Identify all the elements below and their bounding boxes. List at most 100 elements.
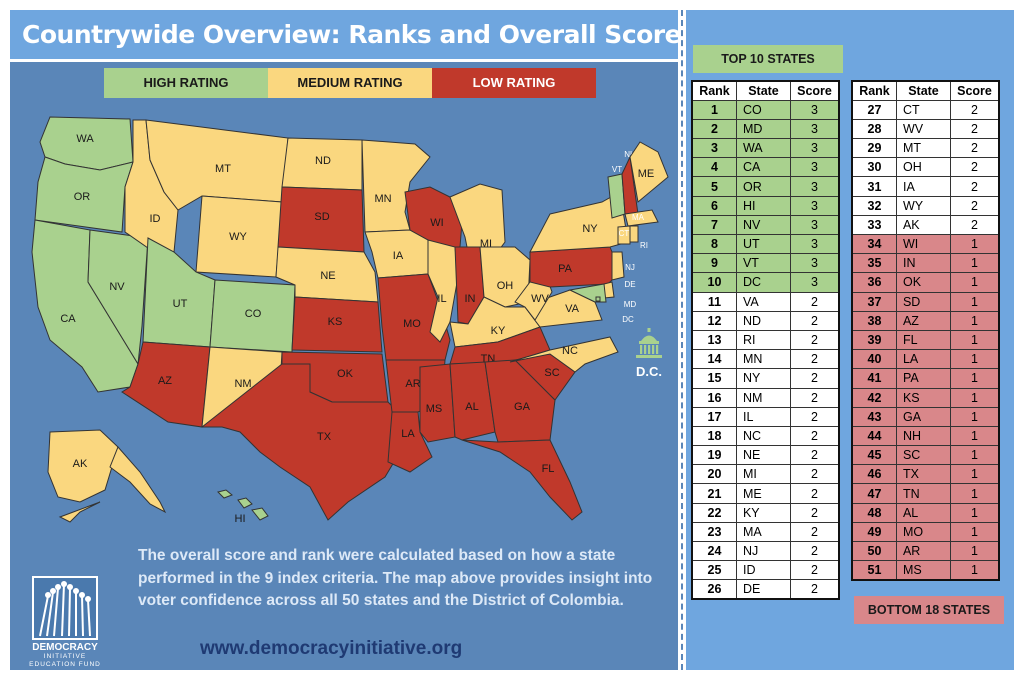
state-cell: IL — [735, 406, 792, 427]
table-row: 19 NE 2 — [691, 445, 840, 466]
state-shape — [237, 497, 253, 509]
logo-name: DEMOCRACY — [32, 642, 98, 653]
rank-cell: 2 — [691, 118, 737, 140]
rankings-panel: TOP 10 STATES Rank State Score 1 CO 3 2 MD 3 3… — [686, 10, 1014, 670]
score-cell: 2 — [790, 368, 840, 389]
rank-cell: 23 — [691, 521, 737, 543]
table-row: 29 MT 2 — [851, 138, 1000, 159]
state-label: AK — [73, 458, 88, 470]
state-cell: NM — [735, 387, 792, 408]
table-row: 33 AK 2 — [851, 214, 1000, 236]
state-cell: NY — [735, 368, 792, 389]
score-cell: 1 — [950, 445, 1000, 466]
state-hi: HI — [217, 489, 269, 525]
legend-medium: MEDIUM RATING — [268, 68, 432, 98]
state-cell: MA — [735, 521, 792, 543]
state-pa: PA — [529, 246, 621, 288]
state-shape — [419, 363, 456, 443]
state-label: IA — [393, 250, 404, 262]
rank-cell: 34 — [851, 233, 897, 255]
rank-cell: 29 — [851, 138, 897, 159]
rank-cell: 28 — [851, 118, 897, 140]
state-label: IL — [437, 293, 446, 305]
state-dc: DC — [595, 296, 634, 324]
score-cell: 1 — [950, 233, 1000, 255]
state-label: KS — [328, 316, 343, 328]
score-cell: 2 — [790, 464, 840, 485]
state-label: CA — [60, 313, 76, 325]
rank-cell: 44 — [851, 425, 897, 447]
state-shape — [595, 296, 601, 302]
table-row: 41 PA 1 — [851, 368, 1000, 389]
state-shape — [251, 507, 269, 521]
state-shape — [200, 363, 401, 521]
score-cell: 3 — [790, 272, 840, 293]
table-row: 50 AR 1 — [851, 540, 1000, 562]
state-shape — [217, 489, 233, 499]
table-row: 27 CT 2 — [851, 99, 1000, 120]
state-cell: MS — [895, 560, 952, 581]
rank-cell: 6 — [691, 195, 737, 216]
state-cell: NC — [735, 425, 792, 447]
website-link[interactable]: www.democracyinitiative.org — [200, 638, 463, 659]
state-or: OR — [34, 156, 134, 233]
score-cell: 1 — [950, 310, 1000, 331]
state-label: NE — [320, 270, 335, 282]
table-row: 17 IL 2 — [691, 406, 840, 427]
score-cell: 2 — [790, 349, 840, 370]
bottom-18-badge: BOTTOM 18 STATES — [854, 596, 1004, 624]
infographic: Countrywide Overview: Ranks and Overall … — [10, 10, 1014, 670]
table-row: 16 NM 2 — [691, 387, 840, 408]
state-cell: CO — [735, 99, 792, 120]
rank-cell: 1 — [691, 99, 737, 120]
header-score: Score — [790, 80, 840, 101]
state-ks: KS — [291, 296, 383, 353]
state-label: WA — [76, 133, 94, 145]
state-ne: NE — [275, 246, 379, 303]
state-cell: HI — [735, 195, 792, 216]
state-cell: GA — [895, 406, 952, 427]
rank-cell: 49 — [851, 521, 897, 543]
score-cell: 3 — [790, 214, 840, 236]
score-cell: 1 — [950, 560, 1000, 581]
state-cell: NE — [735, 445, 792, 466]
rank-cell: 20 — [691, 464, 737, 485]
state-label: MS — [426, 403, 443, 415]
table-row: 38 AZ 1 — [851, 310, 1000, 331]
score-cell: 1 — [950, 368, 1000, 389]
score-cell: 2 — [950, 214, 1000, 236]
state-cell: AL — [895, 502, 952, 523]
state-label: DE — [624, 280, 635, 289]
table-row: 37 SD 1 — [851, 291, 1000, 312]
state-label: GA — [514, 401, 531, 413]
state-cell: OH — [895, 157, 952, 178]
state-shape — [47, 429, 119, 503]
table-row: 12 ND 2 — [691, 310, 840, 331]
score-cell: 1 — [950, 464, 1000, 485]
table-row: 4 CA 3 — [691, 157, 840, 178]
table-row: 18 NC 2 — [691, 425, 840, 447]
state-label: MO — [403, 318, 421, 330]
rank-cell: 10 — [691, 272, 737, 293]
capitol-icon — [636, 328, 662, 358]
state-cell: SD — [895, 291, 952, 312]
state-cell: NH — [895, 425, 952, 447]
state-cell: NV — [735, 214, 792, 236]
state-cell: AR — [895, 540, 952, 562]
state-label: CO — [245, 308, 262, 320]
score-cell: 3 — [790, 99, 840, 120]
state-cell: DC — [735, 272, 792, 293]
state-cell: SC — [895, 445, 952, 466]
state-shape — [611, 251, 625, 281]
score-cell: 1 — [950, 483, 1000, 504]
score-cell: 1 — [950, 521, 1000, 543]
state-cell: CT — [895, 99, 952, 120]
score-cell: 2 — [790, 483, 840, 504]
state-nc: NC — [509, 336, 619, 373]
table-row: 1 CO 3 — [691, 99, 840, 120]
state-cell: MI — [735, 464, 792, 485]
state-cell: DE — [735, 579, 792, 600]
state-sd: SD — [277, 186, 365, 253]
state-shape — [509, 336, 619, 373]
table-row: 3 WA 3 — [691, 138, 840, 159]
